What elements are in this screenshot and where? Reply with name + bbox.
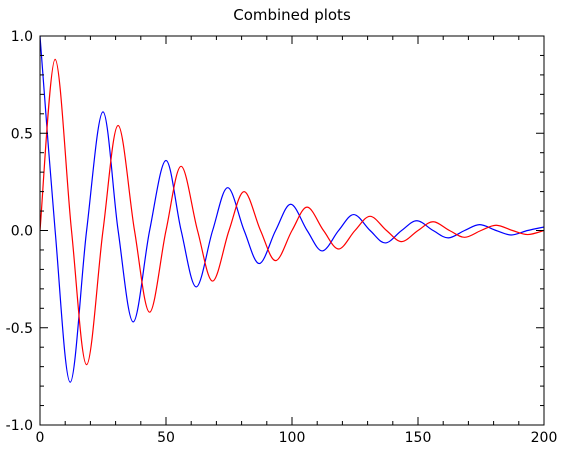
y-tick-label: 1.0 bbox=[11, 29, 33, 45]
x-tick-label: 200 bbox=[531, 430, 558, 446]
y-tick-label: -1.0 bbox=[6, 418, 33, 434]
y-tick-label: -0.5 bbox=[6, 321, 33, 337]
y-tick-label: 0.5 bbox=[11, 126, 33, 142]
chart-title: Combined plots bbox=[233, 6, 351, 24]
x-tick-label: 150 bbox=[405, 430, 432, 446]
axis-tick-labels: 0 50 100 150 200 1.0 0.5 0.0 -0.5 -1.0 bbox=[6, 29, 558, 446]
series-line-red bbox=[40, 58, 544, 366]
x-tick-label: 100 bbox=[279, 430, 306, 446]
x-tick-label: 0 bbox=[36, 430, 45, 446]
series-line-blue bbox=[40, 36, 544, 383]
series-layer bbox=[40, 36, 544, 383]
x-tick-label: 50 bbox=[157, 430, 175, 446]
y-tick-label: 0.0 bbox=[11, 224, 33, 240]
axis-ticks bbox=[39, 35, 545, 426]
